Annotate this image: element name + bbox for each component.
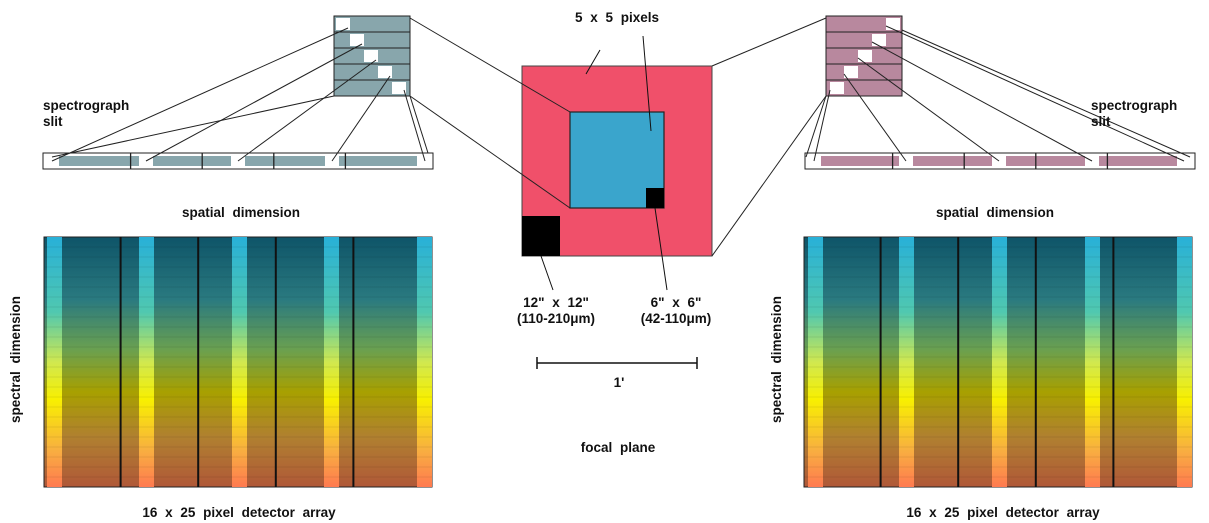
detector-highlight-column xyxy=(324,237,339,487)
slicer-notch xyxy=(336,18,350,30)
large-pixel-size-label: 12" x 12" (110-210μm) xyxy=(516,295,596,326)
slicer-notch xyxy=(364,50,378,62)
focal-plane-label: focal plane xyxy=(580,440,656,455)
spectral-dimension-left-label: spectral dimension xyxy=(8,295,23,423)
fan-line xyxy=(857,57,1000,162)
slicer-mirror xyxy=(825,63,903,81)
detector-highlight-column xyxy=(417,237,432,487)
fan-line xyxy=(145,43,363,162)
detector-highlight-column xyxy=(899,237,914,487)
focal-plane-group xyxy=(521,35,713,369)
slicer-notch xyxy=(350,34,364,46)
left-image-slicer xyxy=(333,15,411,97)
detector-highlight-column xyxy=(139,237,154,487)
slicer-mirror xyxy=(333,79,411,97)
right-detector-array xyxy=(803,236,1193,488)
detector-highlight-column xyxy=(232,237,247,487)
slicer-mirror xyxy=(333,31,411,49)
fan-line xyxy=(885,25,1185,162)
slicer-mirror xyxy=(333,63,411,81)
slicer-notch xyxy=(844,66,858,78)
detector-highlight-column xyxy=(808,237,823,487)
fan-line xyxy=(51,95,335,158)
slicer-notch xyxy=(886,18,900,30)
slicer-notch xyxy=(872,34,886,46)
spatial-dimension-right-label: spatial dimension xyxy=(935,205,1055,220)
fan-line xyxy=(843,73,907,162)
detector-array-left-label: 16 x 25 pixel detector array xyxy=(142,505,336,520)
detector-highlight-column xyxy=(1177,237,1192,487)
slicer-mirror xyxy=(825,31,903,49)
detector-highlight-column xyxy=(47,237,62,487)
fan-line xyxy=(805,95,827,158)
scale-bar-label: 1' xyxy=(613,375,625,390)
fan-line xyxy=(51,27,349,162)
pixels-5x5-label: 5 x 5 pixels xyxy=(574,10,660,25)
fan-line xyxy=(237,59,377,162)
fan-line xyxy=(871,41,1093,162)
small-pixel-marker xyxy=(646,188,664,208)
detector-highlight-column xyxy=(992,237,1007,487)
small-pixel-size-label: 6" x 6" (42-110μm) xyxy=(640,295,712,326)
fan-line xyxy=(901,29,1191,158)
spatial-dimension-left-label: spatial dimension xyxy=(181,205,301,220)
slicer-notch xyxy=(830,82,844,94)
large-pixel-marker xyxy=(522,216,560,256)
fan-line xyxy=(403,89,426,162)
fan-line xyxy=(331,75,391,162)
slicer-mirror xyxy=(825,79,903,97)
spectrograph-slit-left-label: spectrograph slit xyxy=(43,98,130,129)
detector-highlight-column xyxy=(1085,237,1100,487)
left-detector-array xyxy=(43,236,433,488)
right-slit xyxy=(804,152,1196,170)
slicer-notch xyxy=(378,66,392,78)
spectrograph-slit-right-label: spectrograph slit xyxy=(1091,98,1178,129)
fan-line xyxy=(813,89,831,162)
slicer-notch xyxy=(392,82,406,94)
detector-array-right-label: 16 x 25 pixel detector array xyxy=(906,505,1100,520)
fan-line xyxy=(409,95,429,154)
spectral-dimension-right-label: spectral dimension xyxy=(769,295,784,423)
slicer-notch xyxy=(858,50,872,62)
